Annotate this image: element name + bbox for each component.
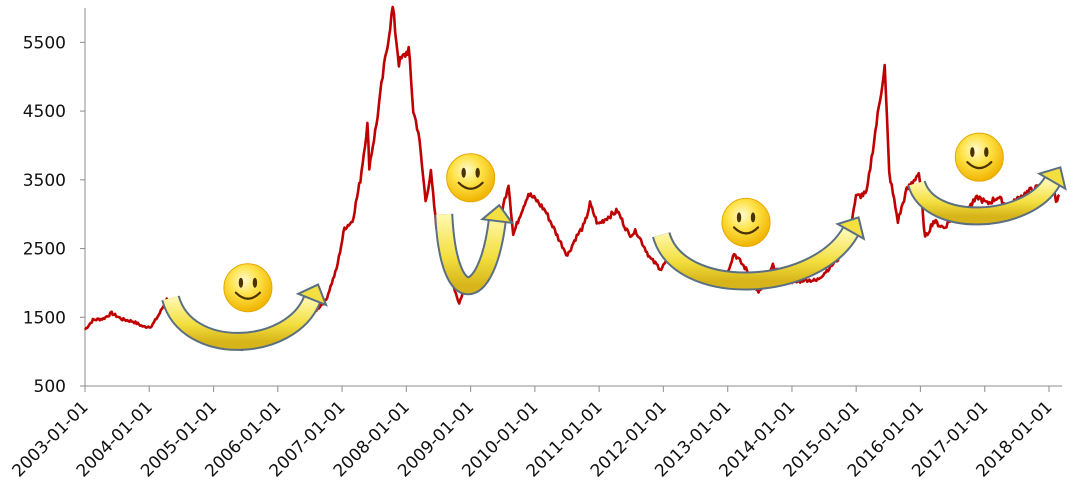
u-turn-arrow xyxy=(161,283,328,351)
arrow-head xyxy=(295,283,328,307)
arrow-body xyxy=(436,213,505,294)
smiley-face xyxy=(446,153,496,203)
y-tick-label: 3500 xyxy=(23,171,66,191)
smiley-eye xyxy=(970,147,975,158)
smiley-face-icon xyxy=(954,132,1004,182)
smiley-mouth xyxy=(966,161,993,170)
y-tick-label: 5500 xyxy=(23,33,66,53)
smiley-mouth xyxy=(732,226,760,235)
smiley-eye xyxy=(984,147,989,158)
arrow-body xyxy=(163,295,320,349)
y-tick-label: 2500 xyxy=(23,240,66,260)
smiley-face-icon xyxy=(223,263,273,313)
y-tick-label: 4500 xyxy=(23,102,66,122)
arrow-body xyxy=(653,227,858,289)
y-tick-label: 500 xyxy=(34,377,66,397)
arrow-head xyxy=(835,216,866,241)
smiley-face xyxy=(223,263,273,313)
axes: 500150025003500450055002003-01-012004-01… xyxy=(9,8,1062,481)
smiley-face-icon xyxy=(446,153,496,203)
smiley-eye xyxy=(750,212,756,223)
annotation-layer xyxy=(161,132,1067,351)
smiley-face-icon xyxy=(721,197,771,247)
smiley-eye xyxy=(238,277,244,288)
smiley-face xyxy=(954,132,1004,182)
u-turn-arrow xyxy=(652,216,866,291)
smiley-mouth xyxy=(234,291,262,300)
smiley-eye xyxy=(475,167,480,178)
smiley-eye xyxy=(461,167,466,178)
u-turn-arrow xyxy=(907,166,1067,226)
smiley-face xyxy=(721,197,771,247)
smiley-mouth xyxy=(457,181,484,190)
arrow-head xyxy=(479,203,515,225)
y-tick-label: 1500 xyxy=(23,308,66,328)
arrow-head xyxy=(1036,166,1067,191)
u-turn-arrow xyxy=(434,203,515,296)
arrow-body xyxy=(909,176,1059,224)
smiley-eye xyxy=(736,212,742,223)
smiley-eye xyxy=(252,277,258,288)
